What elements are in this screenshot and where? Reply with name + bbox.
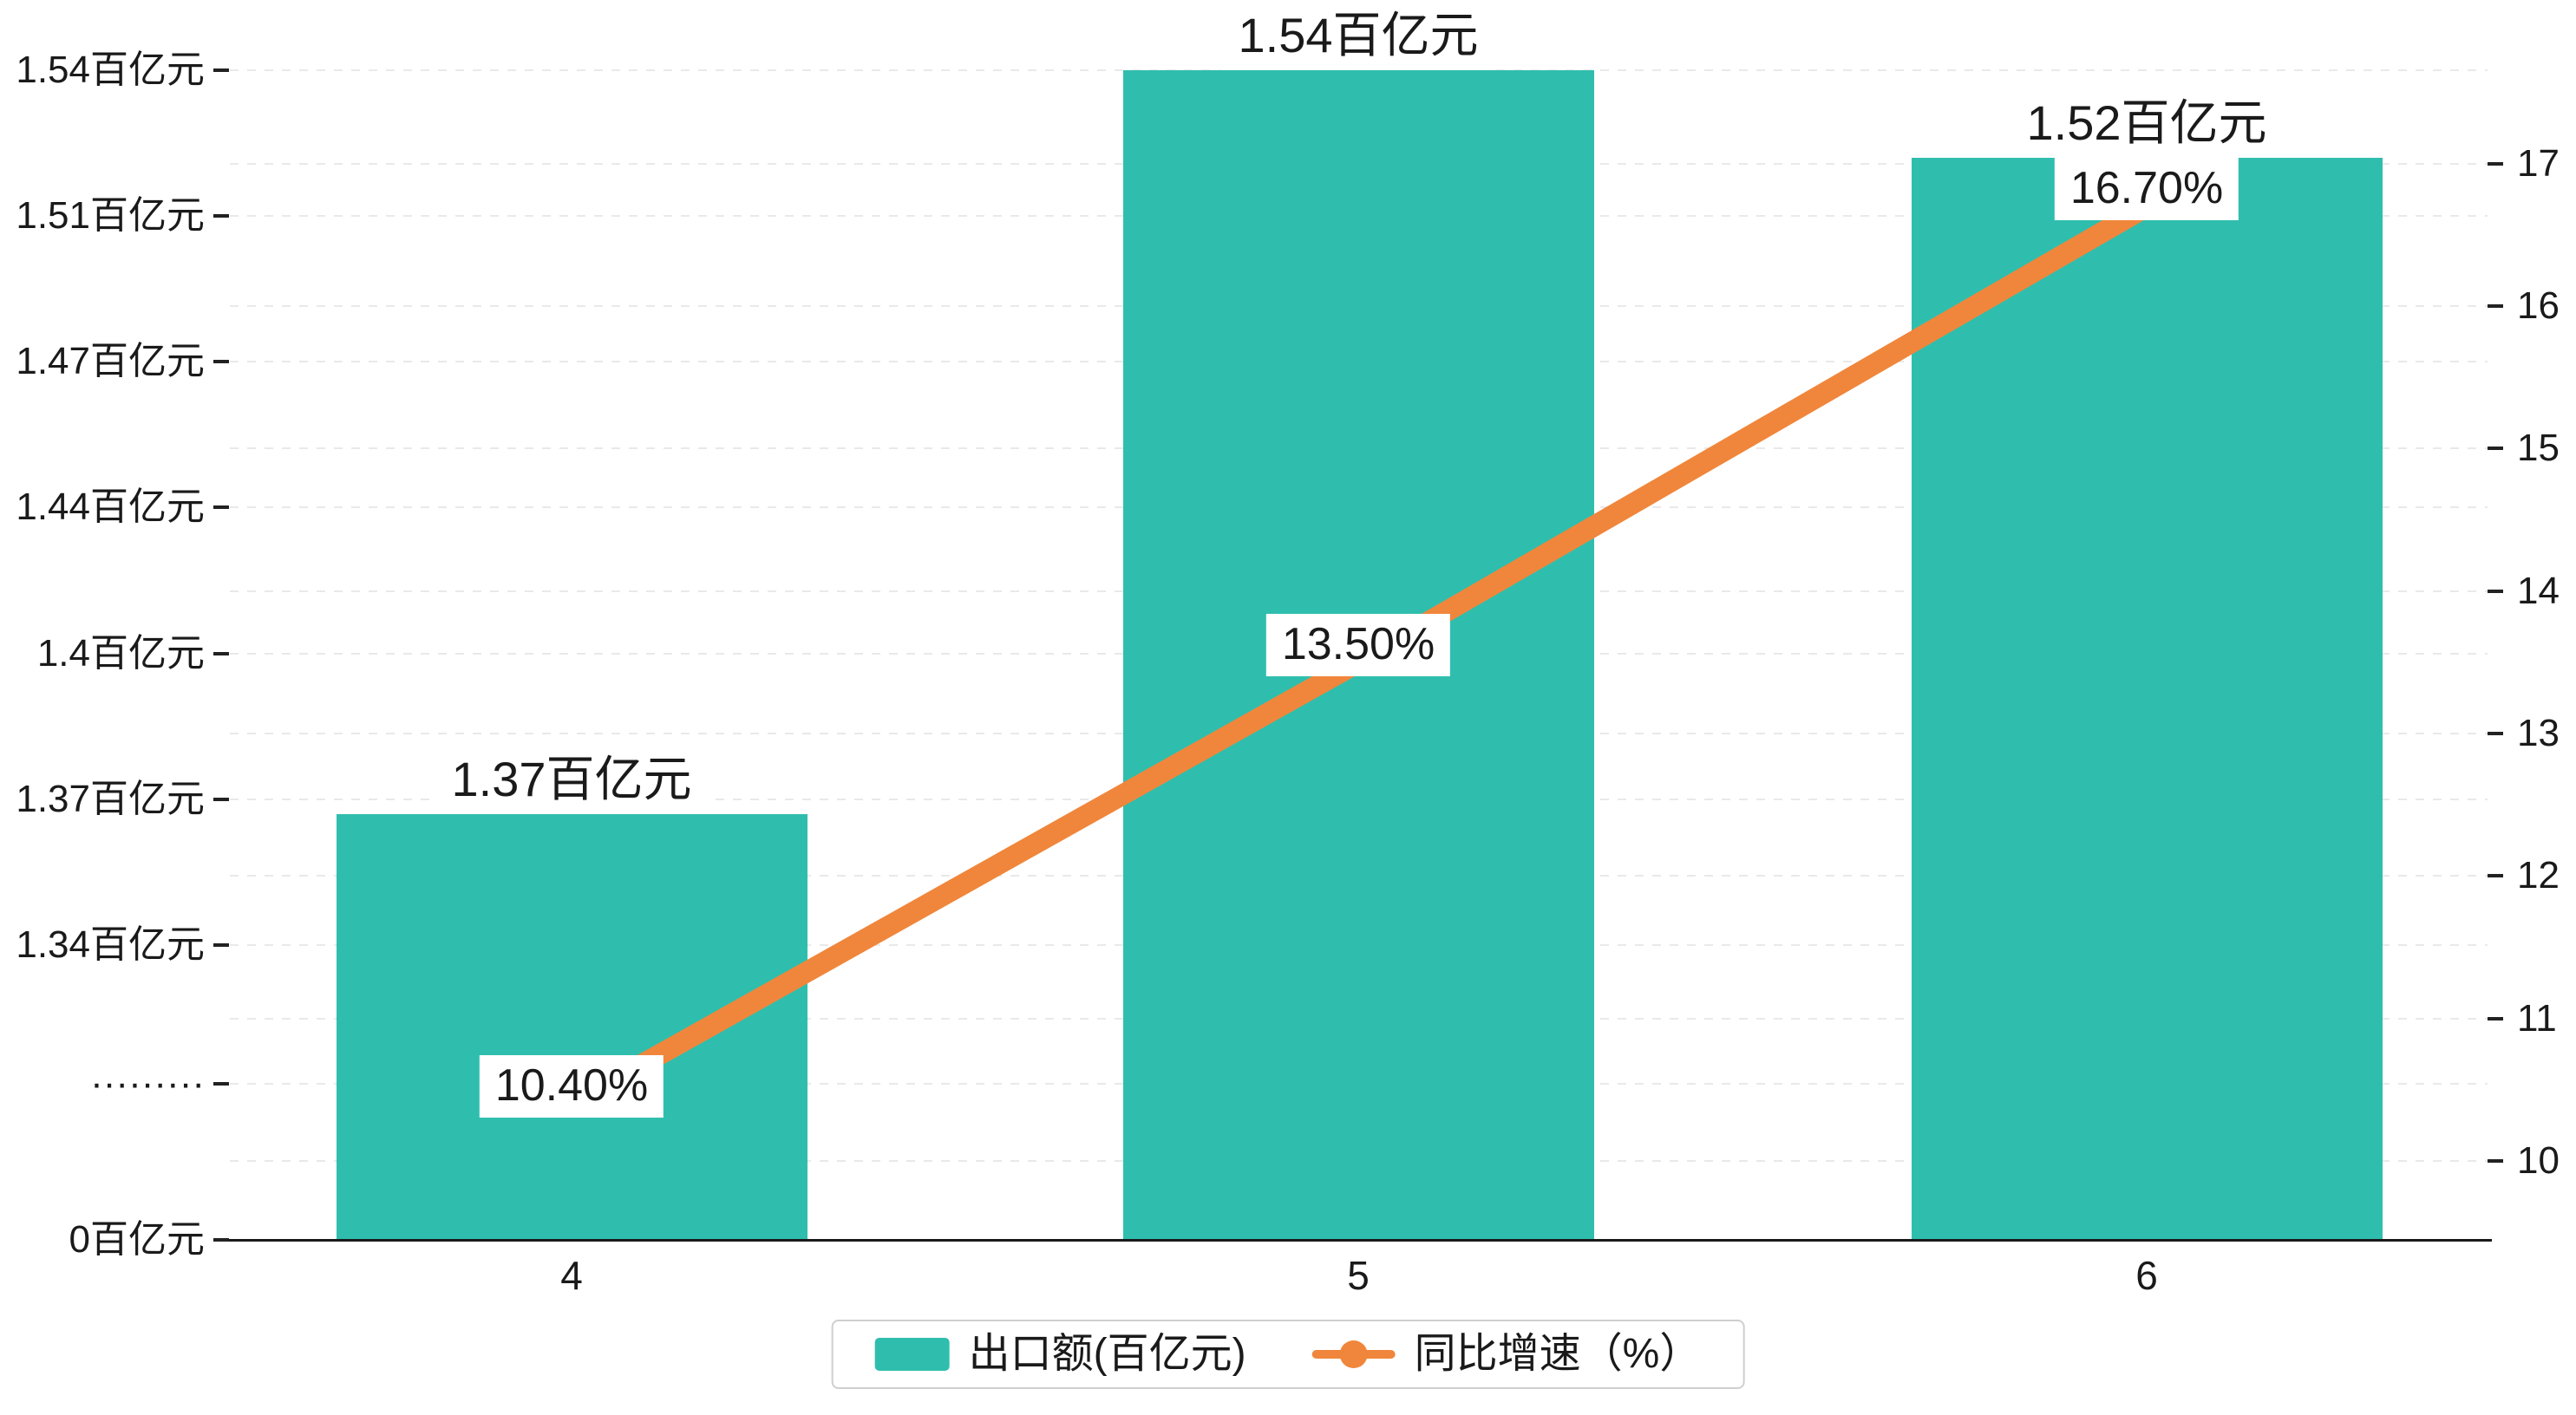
left-axis-tick-label: 1.54百亿元 bbox=[16, 49, 205, 91]
right-axis-tickmark bbox=[2488, 874, 2503, 877]
legend-label-export: 出口额(百亿元) bbox=[968, 1331, 1246, 1377]
right-axis-tick-label: 11 bbox=[2517, 997, 2557, 1040]
right-axis-tick-label: 10 bbox=[2517, 1139, 2560, 1182]
x-axis-line bbox=[225, 1239, 2492, 1242]
x-axis-category-label: 5 bbox=[1347, 1253, 1370, 1298]
left-axis-tick-label: ········· bbox=[90, 1062, 205, 1105]
legend-label-growth: 同比增速（%） bbox=[1414, 1331, 1702, 1377]
right-axis-tickmark bbox=[2488, 1159, 2503, 1163]
line-point-label: 13.50% bbox=[1265, 614, 1451, 676]
left-axis-tick-label: 1.37百亿元 bbox=[16, 778, 205, 820]
legend: 出口额(百亿元) 同比增速（%） bbox=[831, 1320, 1745, 1389]
left-axis-tick-label: 1.51百亿元 bbox=[16, 194, 205, 237]
right-axis-tickmark bbox=[2488, 447, 2503, 450]
x-axis-category-label: 6 bbox=[2135, 1253, 2158, 1298]
left-axis-tickmark bbox=[213, 1238, 229, 1242]
right-axis-tick-label: 12 bbox=[2517, 854, 2560, 897]
left-axis-tickmark bbox=[213, 68, 229, 72]
right-axis-tickmark bbox=[2488, 1017, 2503, 1020]
right-axis-tick-label: 15 bbox=[2517, 427, 2560, 469]
export-bar bbox=[1911, 157, 2383, 1240]
right-axis-tick-label: 16 bbox=[2517, 284, 2560, 327]
legend-item-growth: 同比增速（%） bbox=[1311, 1331, 1702, 1377]
left-axis-tickmark bbox=[213, 1082, 229, 1086]
bar-value-label: 1.54百亿元 bbox=[1220, 1, 1496, 71]
right-axis-tickmark bbox=[2488, 732, 2503, 735]
left-axis-tick-label: 0百亿元 bbox=[69, 1218, 205, 1261]
left-axis-tickmark bbox=[213, 943, 229, 947]
left-axis-tick-label: 1.34百亿元 bbox=[16, 923, 205, 966]
right-axis-tickmark bbox=[2488, 162, 2503, 166]
line-series-swatch bbox=[1311, 1340, 1396, 1368]
right-axis-tick-label: 14 bbox=[2517, 570, 2560, 612]
bar-value-label: 1.37百亿元 bbox=[434, 744, 709, 815]
bar-value-label: 1.52百亿元 bbox=[2009, 88, 2285, 159]
left-axis-tick-label: 1.4百亿元 bbox=[36, 632, 205, 675]
left-axis-tick-label: 1.47百亿元 bbox=[16, 340, 205, 382]
right-axis-tickmark bbox=[2488, 590, 2503, 593]
right-axis-tickmark bbox=[2488, 304, 2503, 308]
right-axis-tick-label: 17 bbox=[2517, 142, 2560, 185]
x-axis-category-label: 4 bbox=[560, 1253, 583, 1298]
left-axis-tickmark bbox=[213, 360, 229, 363]
left-axis-tickmark bbox=[213, 798, 229, 801]
left-axis-tickmark bbox=[213, 505, 229, 509]
right-axis-tick-label: 13 bbox=[2517, 712, 2560, 754]
line-series-dot-icon bbox=[1339, 1340, 1368, 1368]
left-axis-tickmark bbox=[213, 214, 229, 218]
line-point-label: 10.40% bbox=[479, 1055, 664, 1118]
line-point-label: 16.70% bbox=[2054, 158, 2239, 221]
left-axis-tickmark bbox=[213, 652, 229, 655]
bar-series-swatch bbox=[874, 1338, 950, 1371]
left-axis-tick-label: 1.44百亿元 bbox=[16, 486, 205, 528]
legend-item-export: 出口额(百亿元) bbox=[874, 1331, 1246, 1377]
